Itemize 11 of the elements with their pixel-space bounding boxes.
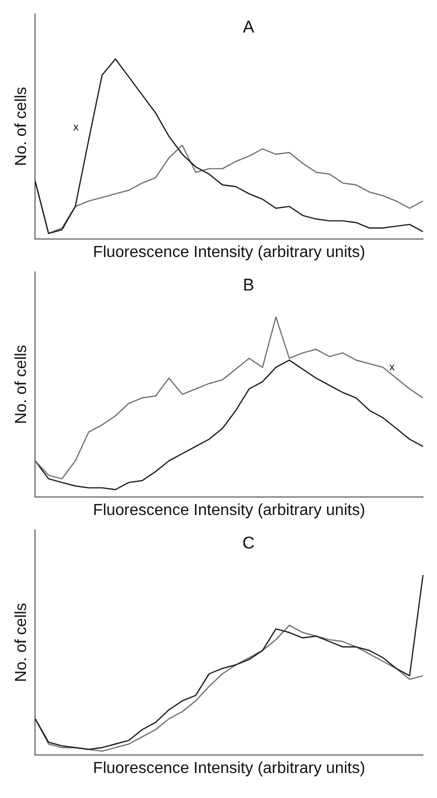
y-axis-title: No. of cells	[13, 602, 30, 682]
y-axis-title: No. of cells	[13, 344, 30, 424]
x-axis-title: Fluorescence Intensity (arbitrary units)	[93, 760, 366, 777]
y-axis-title: No. of cells	[13, 86, 30, 166]
x-axis-title: Fluorescence Intensity (arbitrary units)	[93, 244, 366, 261]
chart-title: B	[242, 276, 254, 295]
annotation: x	[73, 121, 80, 134]
x-axis-title: Fluorescence Intensity (arbitrary units)	[93, 502, 366, 519]
chart-title: A	[242, 18, 255, 37]
chart-title: C	[242, 534, 255, 553]
annotation: x	[389, 361, 396, 374]
